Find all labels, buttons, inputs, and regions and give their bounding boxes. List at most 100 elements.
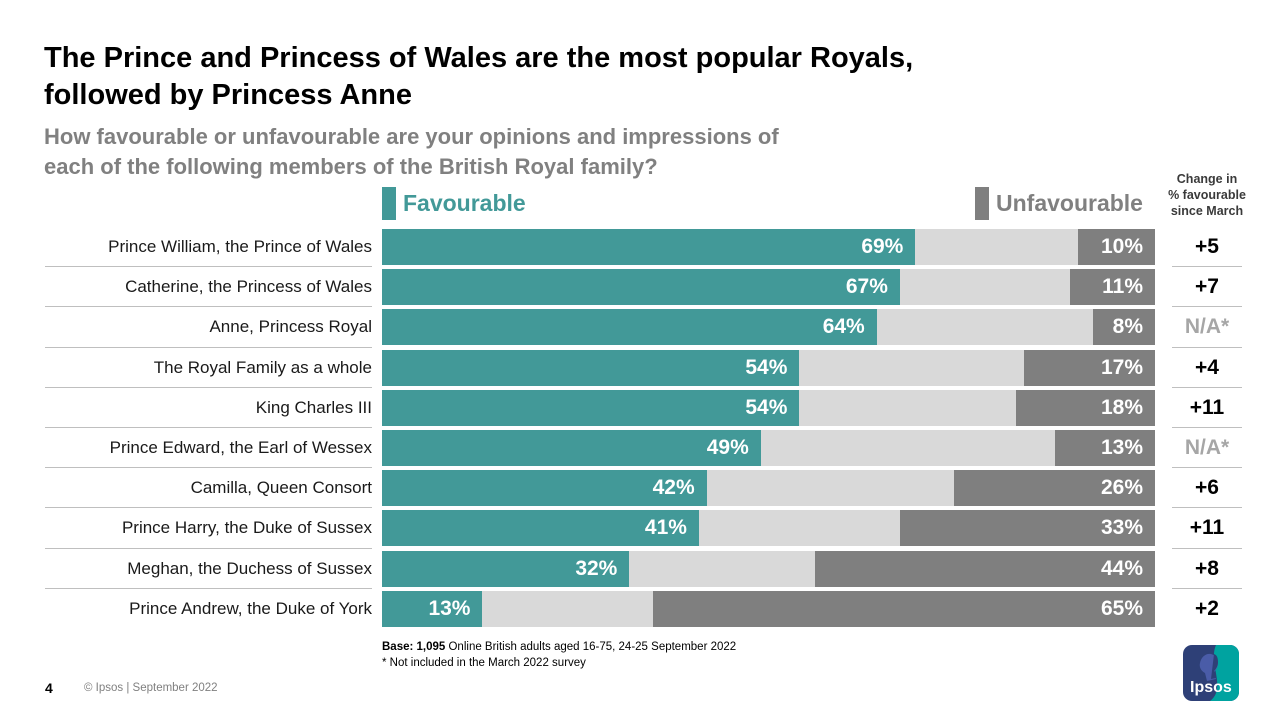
base-note: Base: 1,095 Online British adults aged 1…: [382, 639, 736, 671]
base-text: Online British adults aged 16-75, 24-25 …: [445, 641, 737, 653]
base-line: Base: 1,095 Online British adults aged 1…: [382, 639, 736, 655]
unfavourable-bar: 65%: [652, 590, 1155, 627]
chart-row: Prince William, the Prince of Wales 69% 10…: [40, 227, 1259, 268]
page-title: The Prince and Princess of Wales are the…: [44, 42, 914, 111]
bar-track: 41% 33%: [382, 510, 1155, 547]
chart-row: Anne, Princess Royal 64% 8% N/A*: [40, 307, 1259, 348]
favourable-value: 41%: [644, 516, 687, 540]
chart-row: Prince Edward, the Earl of Wessex 49% 13% N…: [40, 428, 1259, 469]
unfavourable-value: 33%: [1100, 516, 1143, 540]
change-value: +2: [1195, 596, 1219, 620]
unfavourable-value: 8%: [1112, 315, 1143, 339]
bar-track: 49% 13%: [382, 429, 1155, 466]
change-value: +8: [1155, 549, 1259, 589]
change-value: +7: [1155, 267, 1259, 308]
chart-row: Prince Harry, the Duke of Sussex 41% 33% +1…: [40, 508, 1259, 549]
category-label: Prince Andrew, the Duke of York: [129, 598, 372, 618]
unfavourable-value: 13%: [1100, 435, 1143, 459]
change-value: +5: [1155, 227, 1259, 268]
bar-track: 64% 8%: [382, 309, 1155, 346]
favourable-bar: 54%: [382, 349, 800, 386]
favourable-value: 54%: [745, 355, 788, 379]
logo-text: Ipsos: [1190, 679, 1232, 696]
bar-track: 13% 65%: [382, 590, 1155, 627]
category-label: Meghan, the Duchess of Sussex: [40, 549, 372, 589]
change-value: +6: [1155, 468, 1259, 509]
unfavourable-bar: 18%: [1015, 389, 1155, 426]
unfavourable-value: 26%: [1100, 476, 1143, 500]
chart-row: The Royal Family as a whole 54% 17% +4: [40, 348, 1259, 388]
chart-row: King Charles III 54% 18% +11: [40, 388, 1259, 429]
unfavourable-value: 17%: [1100, 355, 1143, 379]
category-label: Prince Edward, the Earl of Wessex: [40, 428, 372, 469]
favourable-bar: 41%: [382, 510, 699, 547]
page-number: 4: [45, 680, 53, 696]
unfavourable-value: 10%: [1100, 235, 1143, 258]
chart-row: Camilla, Queen Consort 42% 26% +6: [40, 468, 1259, 509]
favourable-bar: 69%: [382, 229, 916, 265]
favourable-bar: 67%: [382, 269, 900, 306]
change-value: N/A*: [1155, 307, 1259, 348]
page-subtitle: How favourable or unfavourable are your …: [44, 124, 779, 179]
unfavourable-bar: 8%: [1093, 309, 1155, 346]
bar-track: 54% 17%: [382, 349, 1155, 386]
category-label: King Charles III: [40, 388, 372, 429]
favourable-swatch-icon: [382, 187, 396, 220]
unfavourable-value: 18%: [1100, 395, 1143, 419]
favourable-value: 69%: [861, 235, 904, 258]
category-label: The Royal Family as a whole: [40, 348, 372, 388]
unfavourable-value: 44%: [1100, 556, 1143, 580]
category-label: Prince Harry, the Duke of Sussex: [40, 508, 372, 549]
favourable-bar: 49%: [382, 429, 761, 466]
favourable-value: 49%: [706, 435, 749, 459]
bar-track: 42% 26%: [382, 470, 1155, 507]
unfavourable-swatch-icon: [975, 187, 989, 220]
chart-row: Meghan, the Duchess of Sussex 32% 44% +8: [40, 549, 1259, 589]
unfavourable-bar: 26%: [954, 470, 1155, 507]
chart-row: Catherine, the Princess of Wales 67% 11% +7: [40, 267, 1259, 308]
favourable-value: 13%: [428, 596, 471, 620]
favourable-value: 67%: [845, 275, 888, 299]
favourable-bar: 64%: [382, 309, 877, 346]
copyright: © Ipsos | September 2022: [84, 682, 218, 694]
legend-favourable: Favourable: [382, 187, 526, 220]
unfavourable-bar: 13%: [1054, 429, 1155, 466]
unfavourable-bar: 10%: [1077, 229, 1155, 265]
change-column-header: Change in % favourable since March: [1168, 172, 1246, 218]
bar-track: 54% 18%: [382, 389, 1155, 426]
unfavourable-bar: 33%: [899, 510, 1155, 547]
category-label: Prince William, the Prince of Wales: [40, 227, 372, 268]
change-value: +11: [1155, 508, 1259, 549]
favourable-bar: 42%: [382, 470, 707, 507]
bar-track: 32% 44%: [382, 550, 1155, 587]
favourable-value: 42%: [652, 476, 695, 500]
legend-favourable-label: Favourable: [403, 190, 526, 216]
favourable-value: 64%: [822, 315, 865, 339]
unfavourable-value: 11%: [1102, 275, 1143, 299]
category-label: Camilla, Queen Consort: [40, 468, 372, 509]
legend-unfavourable: Unfavourable: [975, 187, 1143, 220]
chart-row: Prince Andrew, the Duke of York 13% 65% +2: [40, 589, 1259, 629]
ipsos-logo: Ipsos: [1183, 645, 1239, 701]
unfavourable-value: 65%: [1100, 596, 1143, 620]
bar-track: 69% 10%: [382, 229, 1155, 265]
change-value: +4: [1155, 348, 1259, 388]
legend-unfavourable-label: Unfavourable: [996, 190, 1143, 216]
favourable-value: 32%: [575, 556, 618, 580]
category-label: Catherine, the Princess of Wales: [40, 267, 372, 308]
logo-face-icon: [1211, 654, 1218, 679]
bar-track: 67% 11%: [382, 269, 1155, 306]
chart-rows: Prince William, the Prince of Wales 69% 10…: [40, 227, 1259, 629]
favourable-value: 54%: [745, 395, 788, 419]
bar-chart: Prince William, the Prince of Wales 69% 10…: [40, 227, 1259, 629]
unfavourable-bar: 11%: [1069, 269, 1155, 306]
favourable-bar: 13%: [382, 590, 483, 627]
base-label: Base: 1,095: [382, 641, 446, 653]
favourable-bar: 32%: [382, 550, 630, 587]
change-value: +11: [1155, 388, 1259, 429]
category-label: Anne, Princess Royal: [40, 307, 372, 348]
footnote: * Not included in the March 2022 survey: [382, 657, 586, 669]
change-value: N/A*: [1155, 428, 1259, 469]
unfavourable-bar: 44%: [814, 550, 1155, 587]
unfavourable-bar: 17%: [1023, 349, 1155, 386]
